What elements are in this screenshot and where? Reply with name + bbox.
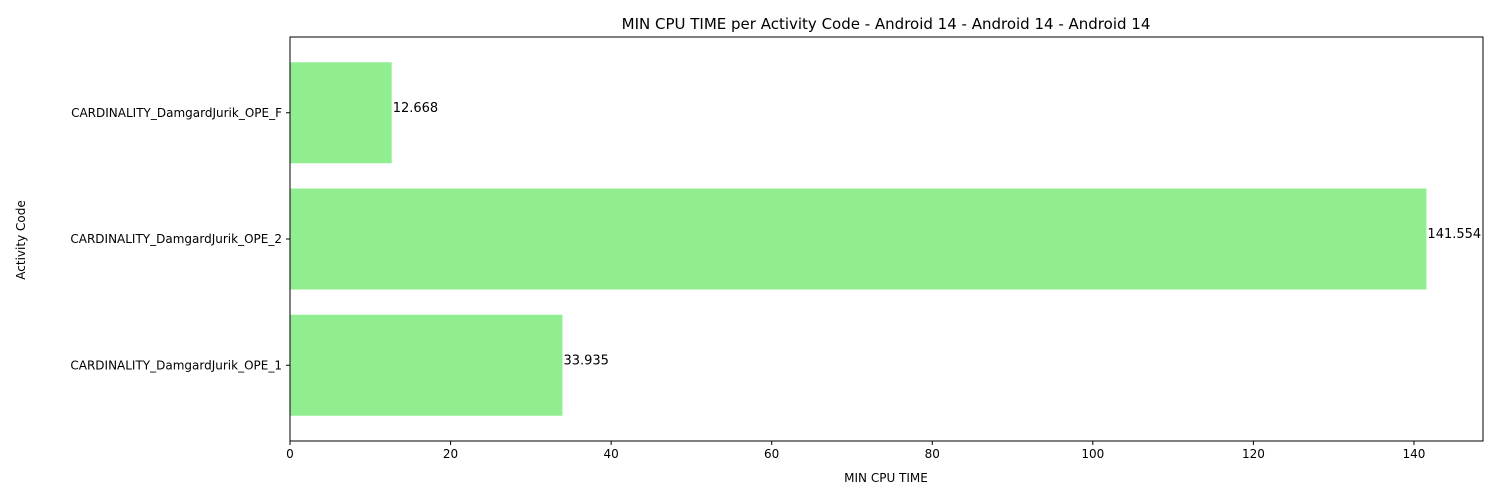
x-tick-label-7: 140 xyxy=(1403,447,1426,461)
x-tick-label-1: 20 xyxy=(443,447,458,461)
chart-title: MIN CPU TIME per Activity Code - Android… xyxy=(622,15,1151,33)
y-tick-label-2: CARDINALITY_DamgardJurik_OPE_2 xyxy=(70,232,282,246)
bar-value-label-2: 141.554 xyxy=(1427,227,1481,242)
y-tick-label-1: CARDINALITY_DamgardJurik_OPE_1 xyxy=(70,358,282,372)
bar-value-label-1: 33.935 xyxy=(563,353,609,368)
x-tick-label-5: 100 xyxy=(1081,447,1104,461)
x-tick-label-2: 40 xyxy=(603,447,618,461)
bar-1 xyxy=(290,314,563,416)
bars-group: 33.935 141.554 12.668 xyxy=(290,62,1481,416)
axis-ticks-group: CARDINALITY_DamgardJurik_OPE_1 CARDINALIT… xyxy=(70,106,1425,461)
y-axis-label: Activity Code xyxy=(14,200,28,279)
x-axis-label: MIN CPU TIME xyxy=(844,471,928,485)
bar-2 xyxy=(290,188,1427,290)
x-tick-label-4: 80 xyxy=(925,447,940,461)
x-tick-label-6: 120 xyxy=(1242,447,1265,461)
x-tick-label-3: 60 xyxy=(764,447,779,461)
bar-value-label-3: 12.668 xyxy=(393,101,439,116)
x-tick-label-0: 0 xyxy=(286,447,294,461)
plot-frame xyxy=(289,36,1484,442)
bar-3 xyxy=(290,62,392,164)
y-tick-label-3: CARDINALITY_DamgardJurik_OPE_F xyxy=(71,106,282,120)
